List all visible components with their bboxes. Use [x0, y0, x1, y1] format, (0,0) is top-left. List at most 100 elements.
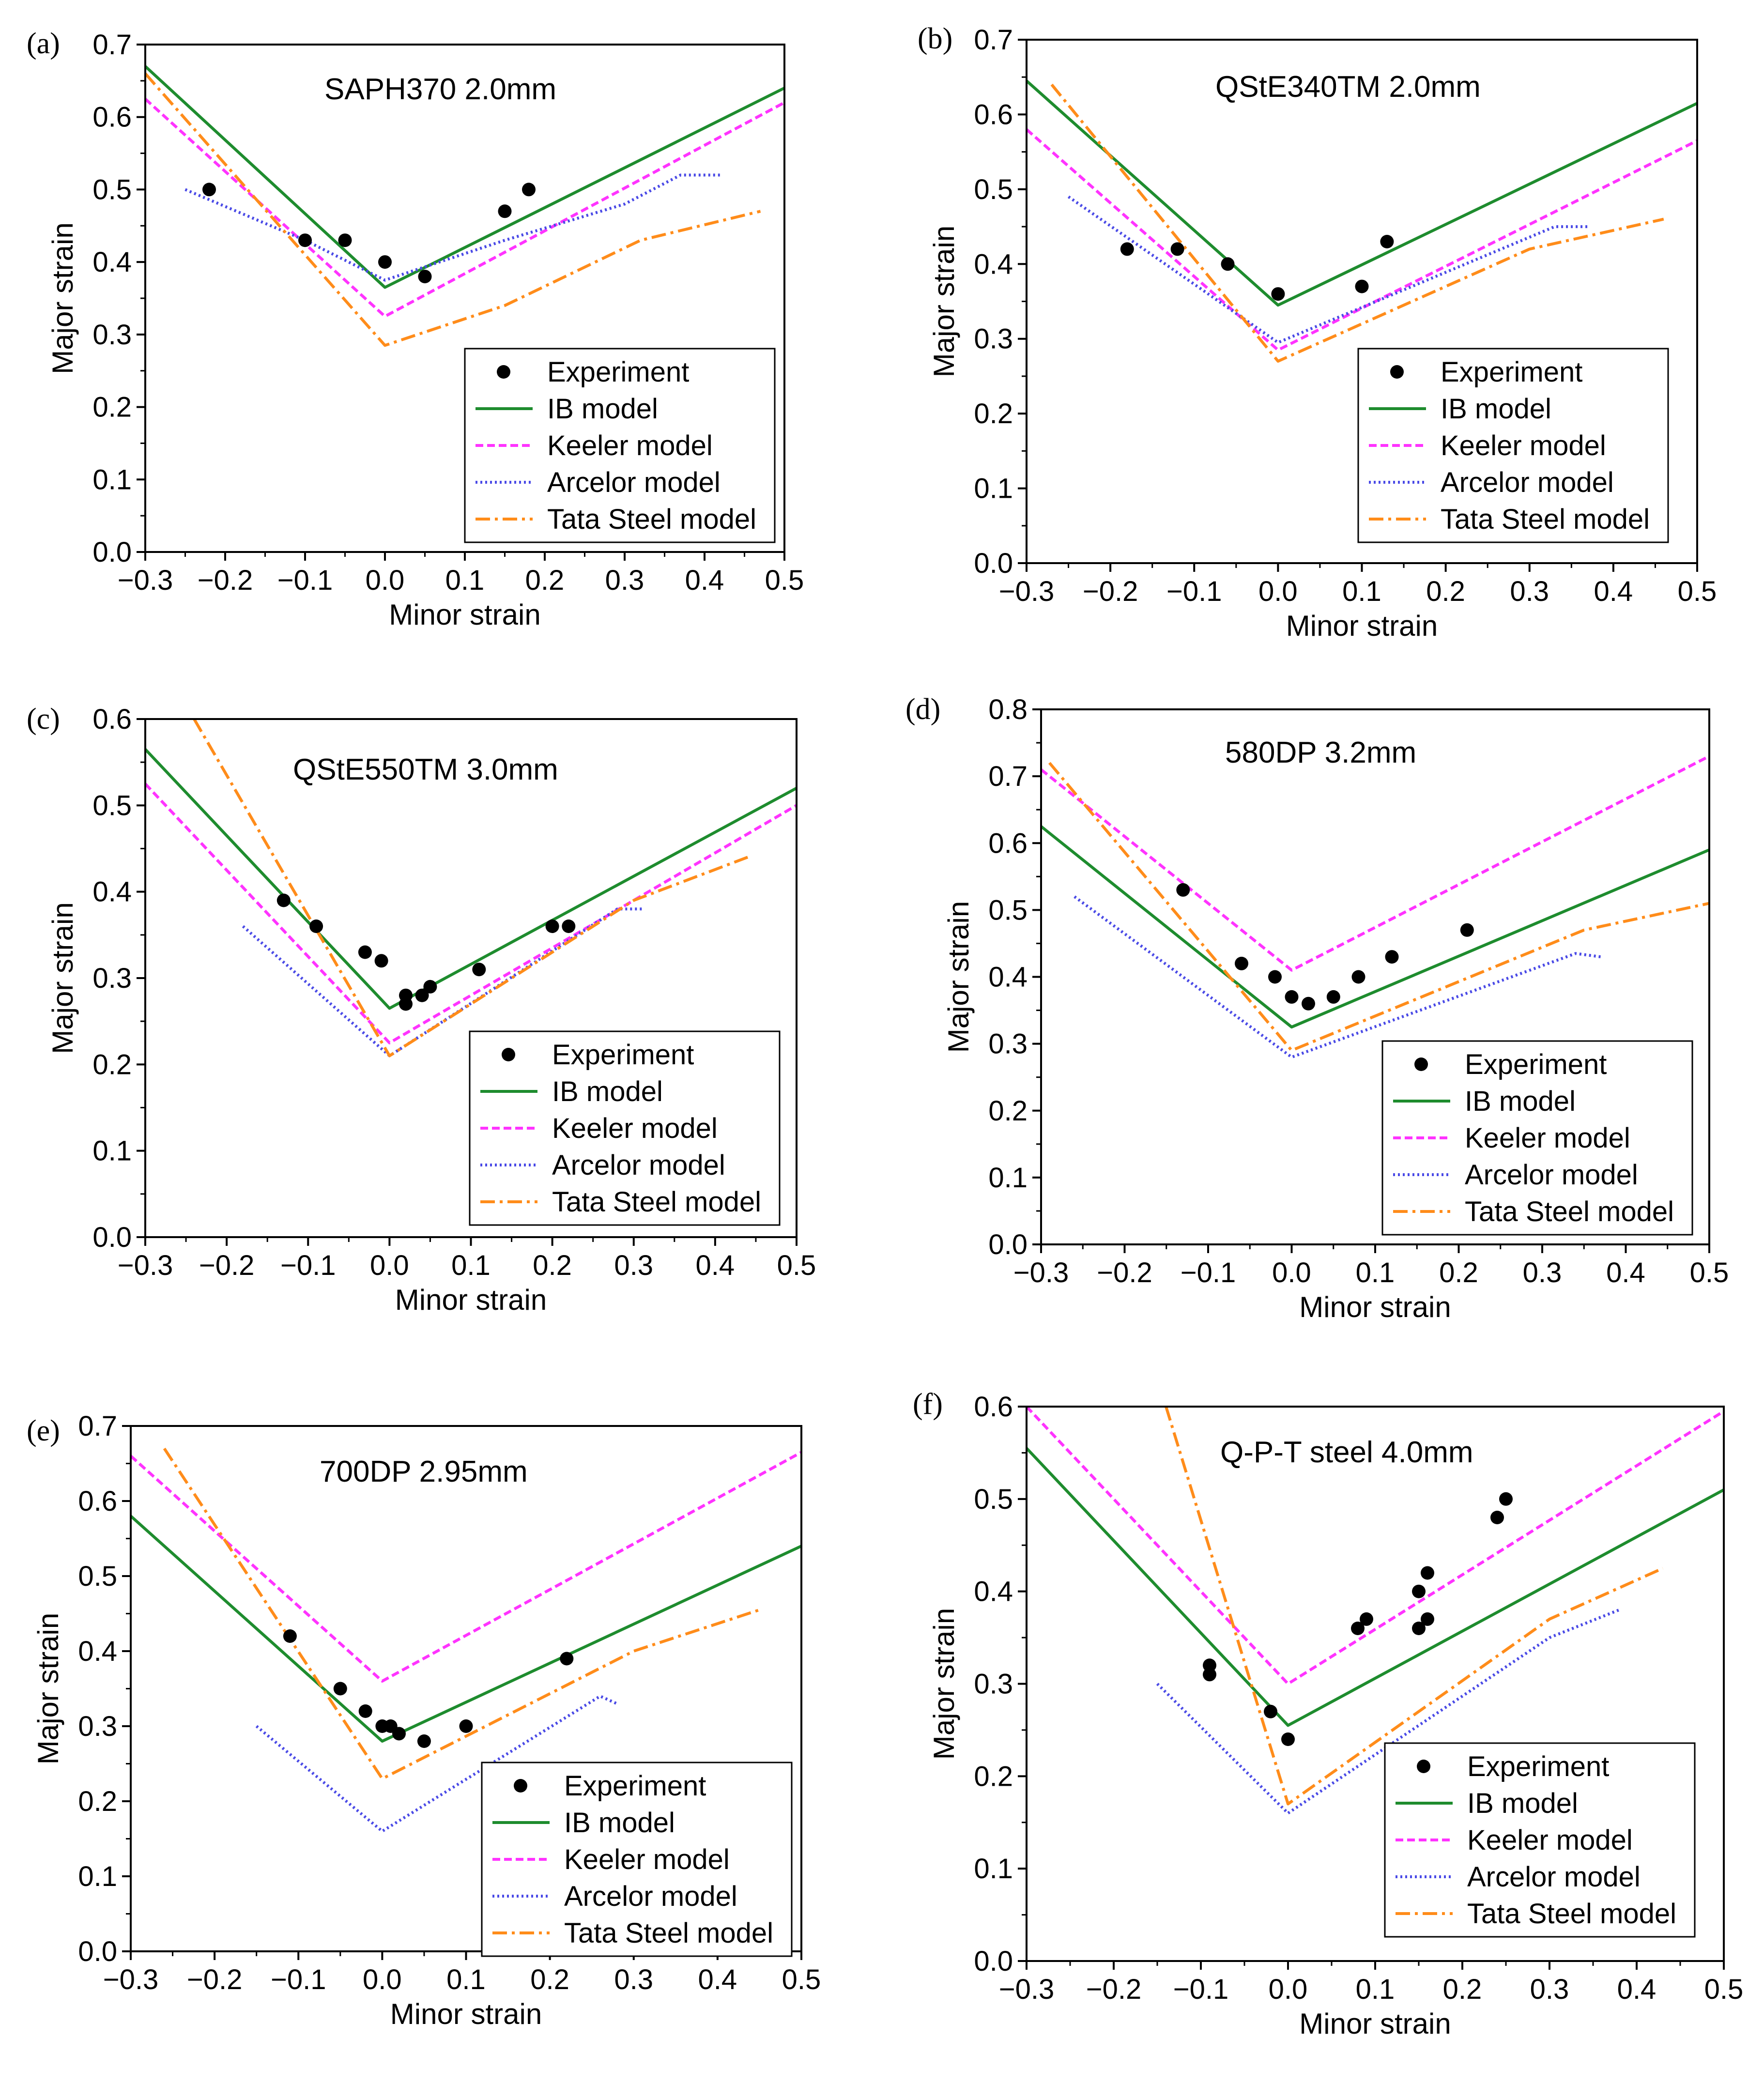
experiment-point [358, 1704, 372, 1718]
x-tick-label: −0.3 [118, 565, 173, 596]
legend-label: Keeler model [1465, 1122, 1630, 1154]
series-line-keeler [1027, 128, 1697, 352]
y-tick-label: 0.3 [92, 319, 132, 351]
x-tick-label: 0.3 [614, 1250, 653, 1281]
x-tick-label: 0.4 [696, 1250, 735, 1281]
legend-marker-experiment [502, 1048, 515, 1061]
y-tick-label: 0.7 [988, 761, 1028, 792]
x-tick-label: 0.1 [446, 1964, 486, 1995]
y-tick-label: 0.7 [78, 1410, 117, 1442]
experiment-point [276, 893, 291, 907]
chart-title: QStE340TM 2.0mm [1215, 70, 1481, 104]
experiment-point [417, 1734, 431, 1748]
experiment-point [1326, 990, 1340, 1004]
y-tick-label: 0.2 [78, 1786, 117, 1817]
chart-panel-1: −0.3 −0.2 −0.1 0.0 0.1 0.2 0.3 0.4 0.5 0.0 0.1 0.2 0… [918, 22, 1717, 642]
experiment-point [378, 255, 392, 269]
x-tick-label: −0.1 [1166, 576, 1222, 607]
legend-label: Tata Steel model [1465, 1196, 1674, 1227]
y-tick-label: 0.6 [78, 1486, 117, 1517]
y-tick-label: 0.1 [988, 1162, 1028, 1194]
legend-label: Experiment [552, 1039, 694, 1071]
y-tick-label: 0.1 [974, 473, 1013, 505]
x-tick-label: 0.5 [1690, 1257, 1729, 1288]
experiment-point [1351, 970, 1365, 984]
x-axis-title: Minor strain [1286, 610, 1438, 642]
legend-label: Arcelor model [1465, 1159, 1638, 1191]
experiment-point [1385, 950, 1399, 964]
x-tick-label: 0.0 [366, 565, 405, 596]
panel-label: (f) [913, 1388, 943, 1421]
legend-label: Experiment [1441, 356, 1582, 388]
x-tick-label: −0.3 [103, 1964, 159, 1995]
y-tick-label: 0.4 [974, 1576, 1013, 1608]
legend-label: IB model [1467, 1788, 1578, 1819]
y-tick-label: 0.6 [974, 99, 1013, 130]
experiment-point [1271, 287, 1285, 301]
experiment-point [333, 1682, 347, 1696]
legend-label: Keeler model [1441, 430, 1606, 461]
x-tick-label: −0.2 [199, 1250, 255, 1281]
x-tick-label: 0.5 [1678, 576, 1717, 607]
x-tick-label: 0.4 [1606, 1257, 1645, 1288]
panel-label: (e) [27, 1414, 60, 1447]
x-tick-label: 0.1 [445, 565, 485, 596]
experiment-point [1460, 923, 1474, 937]
experiment-point [423, 980, 437, 994]
x-tick-label: 0.5 [782, 1964, 821, 1995]
legend-label: Experiment [1465, 1049, 1607, 1080]
y-tick-label: 0.4 [974, 248, 1013, 280]
x-tick-label: 0.2 [1426, 576, 1465, 607]
y-tick-label: 0.3 [974, 323, 1013, 355]
x-tick-label: 0.0 [370, 1250, 409, 1281]
legend-label: Arcelor model [564, 1881, 737, 1912]
experiment-point [298, 233, 312, 247]
series-line-tata [145, 72, 761, 347]
experiment-point [1221, 257, 1235, 271]
x-tick-label: 0.0 [363, 1964, 402, 1995]
legend-marker-experiment [1414, 1057, 1428, 1071]
chart-title: Q-P-T steel 4.0mm [1220, 1436, 1473, 1469]
x-tick-label: 0.1 [1356, 1974, 1395, 2005]
series-line-tata [1165, 1407, 1664, 1806]
series-line-arcelor [1067, 195, 1588, 344]
y-tick-label: 0.5 [92, 790, 132, 821]
series-line-ib [145, 65, 784, 289]
x-tick-label: −0.1 [277, 565, 333, 596]
chart-panel-0: −0.3 −0.2 −0.1 0.0 0.1 0.2 0.3 0.4 0.5 0.0 0.1 0.2 0… [27, 27, 804, 631]
y-tick-label: 0.0 [974, 548, 1013, 579]
legend-marker-experiment [497, 365, 510, 379]
chart-title: 700DP 2.95mm [320, 1455, 528, 1488]
y-tick-label: 0.6 [988, 827, 1028, 859]
y-tick-label: 0.0 [988, 1229, 1028, 1260]
x-axis-title: Minor strain [395, 1284, 547, 1316]
experiment-point [1170, 242, 1184, 256]
chart-panel-3: −0.3 −0.2 −0.1 0.0 0.1 0.2 0.3 0.4 0.5 0.0 0.1 0.2 0… [905, 693, 1729, 1323]
x-tick-label: 0.2 [1443, 1974, 1482, 2005]
experiment-point [309, 919, 323, 933]
experiment-point [1360, 1612, 1373, 1626]
experiment-point [1499, 1492, 1513, 1506]
experiment-point [545, 919, 559, 933]
y-tick-label: 0.5 [78, 1561, 117, 1592]
series-line-keeler [131, 1451, 801, 1683]
series-line-arcelor [1074, 895, 1601, 1059]
x-tick-label: −0.1 [271, 1964, 326, 1995]
y-tick-label: 0.2 [974, 398, 1013, 429]
legend-label: Keeler model [564, 1844, 730, 1875]
series-line-arcelor [184, 173, 721, 282]
y-tick-label: 0.2 [974, 1761, 1013, 1792]
panel-label: (d) [905, 693, 940, 726]
x-tick-label: 0.5 [765, 565, 804, 596]
y-axis-title: Major strain [928, 226, 960, 377]
x-tick-label: 0.5 [777, 1250, 816, 1281]
x-axis-title: Minor strain [1299, 1291, 1451, 1323]
experiment-point [358, 945, 372, 959]
chart-panel-2: −0.3 −0.2 −0.1 0.0 0.1 0.2 0.3 0.4 0.5 0.0 0.1 0.2 0… [27, 703, 816, 1316]
x-tick-label: −0.1 [1173, 1974, 1229, 2005]
x-tick-label: −0.2 [187, 1964, 243, 1995]
y-tick-label: 0.5 [92, 174, 132, 205]
series-line-keeler [145, 98, 784, 318]
y-tick-label: 0.2 [92, 1049, 132, 1080]
